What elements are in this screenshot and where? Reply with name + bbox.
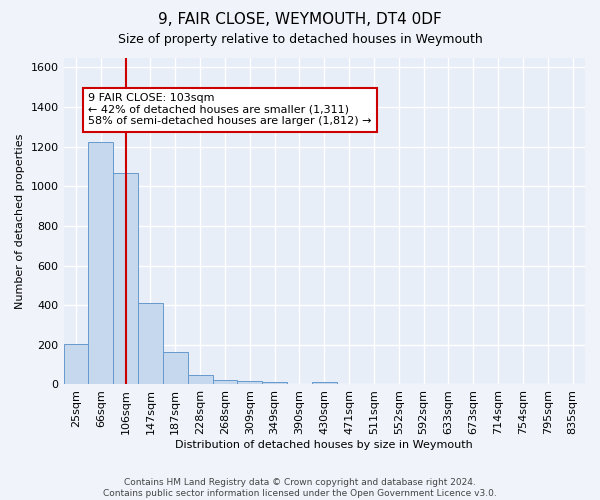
Text: Size of property relative to detached houses in Weymouth: Size of property relative to detached ho… xyxy=(118,32,482,46)
Bar xyxy=(138,303,163,384)
Bar xyxy=(238,381,262,384)
Text: 9 FAIR CLOSE: 103sqm
← 42% of detached houses are smaller (1,311)
58% of semi-de: 9 FAIR CLOSE: 103sqm ← 42% of detached h… xyxy=(88,93,372,126)
Text: Contains HM Land Registry data © Crown copyright and database right 2024.
Contai: Contains HM Land Registry data © Crown c… xyxy=(103,478,497,498)
Bar xyxy=(163,352,188,384)
Bar xyxy=(262,382,287,384)
Bar xyxy=(212,380,238,384)
Bar xyxy=(64,344,88,385)
X-axis label: Distribution of detached houses by size in Weymouth: Distribution of detached houses by size … xyxy=(175,440,473,450)
Bar xyxy=(188,375,212,384)
Y-axis label: Number of detached properties: Number of detached properties xyxy=(15,134,25,308)
Bar xyxy=(113,174,138,384)
Bar xyxy=(88,142,113,384)
Text: 9, FAIR CLOSE, WEYMOUTH, DT4 0DF: 9, FAIR CLOSE, WEYMOUTH, DT4 0DF xyxy=(158,12,442,28)
Bar xyxy=(312,382,337,384)
